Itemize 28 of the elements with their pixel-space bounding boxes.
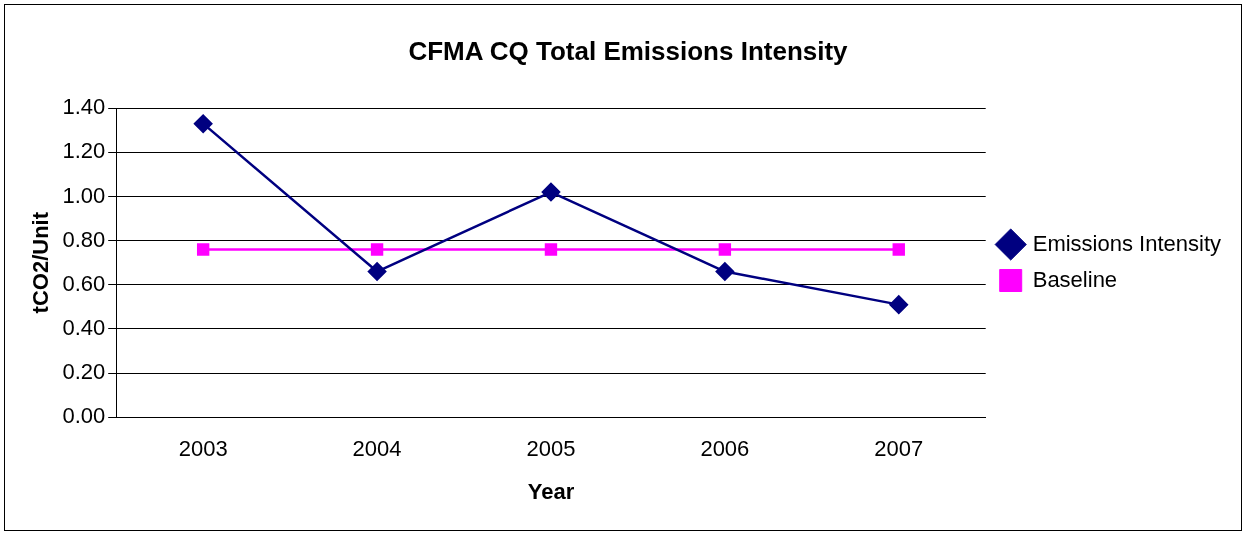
- point: [718, 243, 732, 256]
- point: [367, 262, 387, 281]
- point: [193, 114, 213, 133]
- x-tick-label: 2006: [700, 436, 750, 462]
- point: [196, 243, 210, 256]
- x-axis-title: Year: [527, 478, 575, 504]
- point: [541, 182, 561, 202]
- y-tick-label: 0.80: [62, 226, 106, 252]
- y-tick-label: 1.20: [62, 138, 106, 164]
- y-tick-label: 0.00: [62, 403, 106, 429]
- x-tick-label: 2007: [874, 436, 924, 462]
- x-tick-label: 2003: [178, 436, 228, 462]
- point: [544, 243, 558, 256]
- point: [892, 243, 905, 256]
- point: [370, 243, 384, 256]
- y-axis-title: tCO2/Unit: [28, 211, 54, 314]
- y-tick-label: 0.60: [62, 270, 106, 296]
- chart-title: CFMA CQ Total Emissions Intensity: [408, 35, 849, 66]
- point: [715, 262, 735, 281]
- x-tick-label: 2005: [526, 436, 576, 462]
- point: [889, 295, 909, 314]
- y-tick-label: 1.40: [62, 94, 106, 120]
- y-tick-label: 0.20: [62, 359, 106, 385]
- y-tick-label: 0.40: [62, 314, 106, 340]
- legend-label: Emissions Intensity: [1032, 230, 1222, 256]
- legend-label: Baseline: [1032, 266, 1118, 292]
- x-tick-label: 2004: [352, 436, 402, 462]
- y-tick-label: 1.00: [62, 182, 106, 208]
